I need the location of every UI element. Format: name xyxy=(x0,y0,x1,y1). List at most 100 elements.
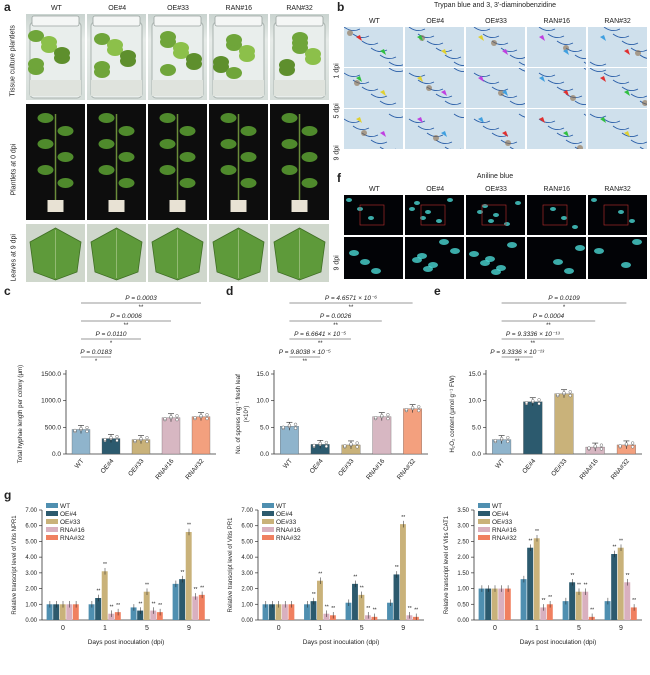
data-point xyxy=(386,416,390,421)
p-value-label: P = 0.0183 xyxy=(80,349,112,356)
y-tick-label: 6.00 xyxy=(241,524,253,530)
y-tick-label: 2.00 xyxy=(241,587,253,593)
y-tick-label: 7.00 xyxy=(25,508,37,514)
panel-a-header-col-4: RAN#16 xyxy=(225,5,253,12)
panel-b-micrograph-r3-c2 xyxy=(405,109,464,149)
plant-leaf-shape xyxy=(179,126,196,136)
panel-a-photo-r3-c3 xyxy=(148,224,207,282)
panel-a-header-col-2: OE#4 xyxy=(108,5,127,12)
significance-stars: ** xyxy=(194,587,198,593)
data-point xyxy=(404,408,409,412)
panel-f-fluorescence-r2-c5 xyxy=(588,237,647,279)
culture-medium xyxy=(91,80,142,96)
plant-leaf-shape xyxy=(57,126,74,136)
significance-stars: ** xyxy=(333,323,338,329)
bar-rna32-dpi1 xyxy=(329,615,336,620)
plant-leaf-shape xyxy=(57,178,74,188)
plantlet-leaf-shape xyxy=(120,50,136,62)
data-point xyxy=(193,416,197,420)
hypha-stain xyxy=(612,79,630,85)
y-tick-label: 5.00 xyxy=(25,539,37,545)
plant-leaf-shape xyxy=(179,178,196,188)
legend-label: OE#33 xyxy=(276,519,297,526)
callose-signal xyxy=(629,219,635,223)
arrow-marker xyxy=(441,90,447,96)
significance-stars: * xyxy=(95,359,98,365)
legend-label: WT xyxy=(492,503,502,510)
plantlet-leaf-shape xyxy=(160,31,176,43)
panel-b-micrograph-r2-c3 xyxy=(466,68,525,108)
x-tick-label: 5 xyxy=(360,625,364,632)
y-tick-label: 6.00 xyxy=(25,524,37,530)
callose-signal xyxy=(575,245,585,251)
hypha-stain xyxy=(547,79,565,85)
jar-lid xyxy=(275,15,324,27)
data-point xyxy=(631,445,635,449)
panel-f-fluorescence-r1-c1 xyxy=(344,195,403,235)
panel-b-micrograph-r1-c4 xyxy=(527,27,586,67)
panel-b-row-label-1: 1 dpi xyxy=(333,63,341,79)
x-tick-label: OE#4 xyxy=(521,457,537,475)
plant-leaf-shape xyxy=(240,126,257,136)
panel-b-micrograph-r2-c2 xyxy=(405,68,464,108)
panel-f-fluorescence-r2-c4 xyxy=(527,237,586,279)
legend-swatch xyxy=(46,535,58,540)
arrow-marker xyxy=(539,35,545,41)
significance-stars: * xyxy=(563,305,566,311)
data-point xyxy=(386,413,390,417)
hypha-stain xyxy=(408,72,426,78)
plantlet-leaf-shape xyxy=(226,34,242,46)
significance-stars: ** xyxy=(546,323,551,329)
x-tick-label: 1 xyxy=(103,625,107,632)
bar-rna32-dpi5 xyxy=(371,616,378,620)
panel-f-row-label-1: 9 dpi xyxy=(333,255,341,271)
y-axis-label: Relative transcript level of Vitis CAT1 xyxy=(444,515,450,614)
hypha-stain xyxy=(612,33,630,39)
bar-oe33-dpi1 xyxy=(533,538,540,620)
significance-stars: ** xyxy=(626,573,630,579)
y-tick-label: 1500.0 xyxy=(41,371,61,378)
panel-a-photo-r2-c5 xyxy=(270,104,329,220)
callose-signal xyxy=(553,259,563,265)
hypha-stain xyxy=(603,118,621,124)
panel-c-label: c xyxy=(4,284,11,298)
significance-stars: ** xyxy=(180,570,184,576)
p-value-label: P = 0.0110 xyxy=(96,331,127,338)
bar-wt xyxy=(280,426,299,455)
significance-stars: ** xyxy=(152,601,156,607)
jar-lid xyxy=(31,15,80,27)
hypha-stain xyxy=(621,132,639,138)
significance-stars: ** xyxy=(528,538,532,544)
x-tick-label: OE#4 xyxy=(99,457,115,475)
callose-signal xyxy=(621,262,631,268)
plant-pot xyxy=(108,200,125,212)
plant-leaf-shape xyxy=(159,165,176,175)
bar-oe4-dpi5 xyxy=(569,582,576,620)
bar-oe33-dpi5 xyxy=(575,591,582,620)
panel-a-photo-r1-c5 xyxy=(270,14,329,100)
hypha-stain xyxy=(509,54,525,60)
data-point xyxy=(205,416,209,421)
plant-leaf-shape xyxy=(118,178,135,188)
x-tick-label: WT xyxy=(282,458,294,470)
culture-medium xyxy=(213,80,264,96)
bar-oe4-dpi5 xyxy=(352,583,358,620)
bar-oe33-dpi0 xyxy=(491,588,498,620)
data-point xyxy=(133,438,137,443)
panel-f-header-col-1: WT xyxy=(368,186,380,193)
x-tick-label: OE#4 xyxy=(309,457,325,475)
bar-oe33 xyxy=(554,393,574,455)
significance-stars: ** xyxy=(584,582,588,588)
legend-label: RNA#32 xyxy=(276,535,301,542)
y-tick-label: 0.00 xyxy=(457,618,469,624)
significance-stars: ** xyxy=(515,359,520,365)
dab-spot xyxy=(426,85,432,91)
bar-wt-dpi1 xyxy=(520,579,527,620)
bar-rna32-dpi1 xyxy=(546,604,553,620)
dab-spot xyxy=(354,80,360,86)
x-tick-label: 5 xyxy=(145,625,149,632)
callose-signal xyxy=(594,248,604,254)
panel-f-fluorescence-r1-c3 xyxy=(466,195,525,235)
panel-b-header-col-5: RAN#32 xyxy=(604,18,631,25)
data-point xyxy=(493,438,497,443)
